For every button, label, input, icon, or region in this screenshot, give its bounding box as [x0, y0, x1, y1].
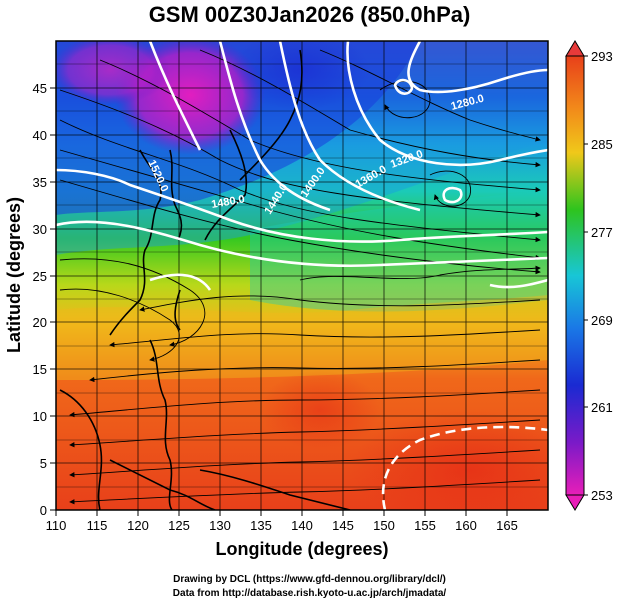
y-tick-label: 20: [33, 315, 47, 330]
y-tick-label: 45: [33, 81, 47, 96]
map-title: GSM 00Z30Jan2026 (850.0hPa): [148, 2, 471, 27]
x-tick-label: 115: [87, 518, 108, 533]
x-tick-label: 140: [291, 518, 313, 533]
x-tick-label: 160: [455, 518, 477, 533]
y-tick-label: 0: [40, 503, 47, 518]
contour-label: 1480.0: [210, 193, 245, 211]
colorbar-tick-label: 269: [591, 313, 613, 328]
x-tick-label: 125: [168, 518, 190, 533]
x-tick-label: 155: [414, 518, 436, 533]
colorbar-tick-label: 277: [591, 225, 613, 240]
y-tick-labels: 0 5 10 15 20 25 30 35 40 45: [33, 81, 47, 518]
x-tick-label: 110: [46, 518, 67, 533]
colorbar-tick-label: 261: [591, 400, 613, 415]
x-tick-label: 120: [127, 518, 149, 533]
y-tick-label: 5: [40, 456, 47, 471]
y-tick-label: 40: [33, 128, 47, 143]
x-tick-labels: 110 115 120 125 130 135 140 145 150 155 …: [46, 518, 518, 533]
y-tick-label: 10: [33, 409, 47, 424]
y-tick-label: 25: [33, 269, 47, 284]
x-axis-title: Longitude (degrees): [215, 539, 388, 559]
axis-ticks: [50, 87, 508, 516]
x-tick-label: 130: [209, 518, 231, 533]
y-tick-label: 15: [33, 362, 47, 377]
temperature-field: [56, 41, 548, 510]
x-tick-label: 150: [373, 518, 395, 533]
credit-drawing: Drawing by DCL (https://www.gfd-dennou.o…: [173, 574, 446, 585]
colorbar-tick-label: 285: [591, 137, 613, 152]
colorbar-bottom-arrow: [565, 494, 585, 511]
credit-data-source: Data from http://database.rish.kyoto-u.a…: [172, 588, 447, 599]
x-tick-label: 145: [332, 518, 354, 533]
height-contours: [56, 41, 548, 510]
y-tick-label: 35: [33, 175, 47, 190]
y-axis-title: Latitude (degrees): [4, 197, 24, 353]
colorbar-scale: [565, 55, 585, 496]
colorbar-tick-label: 253: [591, 488, 613, 503]
y-tick-label: 30: [33, 222, 47, 237]
x-tick-label: 135: [250, 518, 272, 533]
colorbar-tick-label: 293: [591, 49, 613, 64]
coastlines: [59, 49, 351, 510]
colorbar-top-arrow: [565, 40, 585, 57]
colorbar: 293 285 277 269 261 253: [565, 40, 613, 511]
x-tick-label: 165: [496, 518, 518, 533]
